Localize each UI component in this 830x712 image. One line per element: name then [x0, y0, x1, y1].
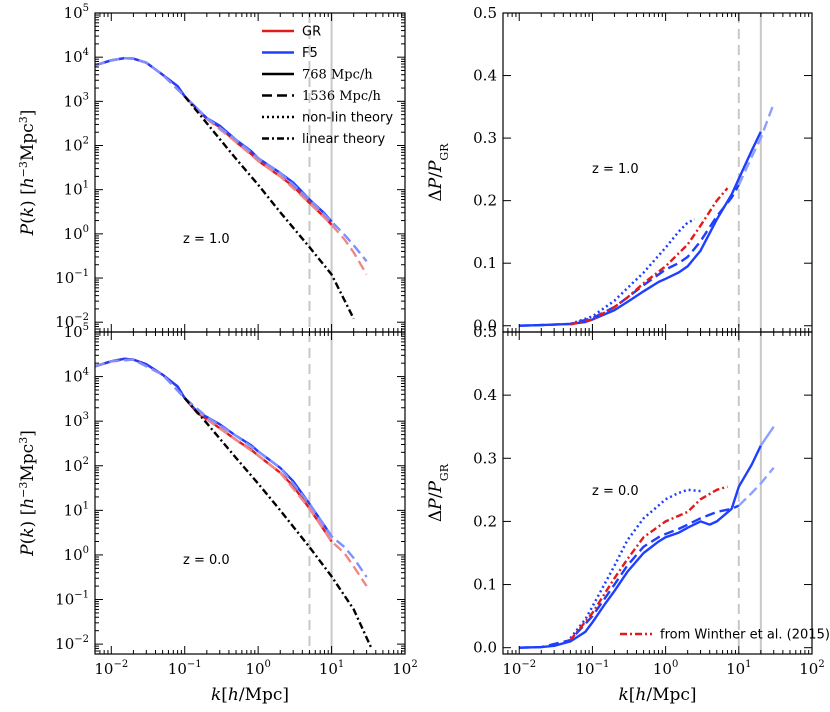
legend-label: from Winther et al. (2015): [660, 628, 830, 643]
x-tick-label: 102: [799, 659, 824, 678]
y-tick-label: 104: [64, 47, 89, 66]
axes-frame: [502, 331, 813, 655]
y-tick-label: 0.4: [473, 67, 497, 85]
y-tick-label: 0.2: [473, 192, 497, 210]
series-line-f5-768: [519, 131, 762, 327]
series-group: [519, 103, 775, 327]
series-line-f5-1536: [95, 358, 368, 578]
redshift-annotation: z = 1.0: [592, 162, 639, 177]
y-axis-label: P(k) [h−3Mpc3]: [17, 430, 39, 557]
series-line-gr: [95, 357, 333, 543]
x-axis-label: k[h/Mpc]: [618, 685, 696, 705]
legend-label: non-lin theory: [302, 111, 393, 126]
y-tick-label: 105: [64, 322, 89, 341]
series-group: [95, 357, 373, 649]
y-tick-label: 0.1: [473, 576, 497, 594]
y-axis-label: P(k) [h−3Mpc3]: [17, 110, 39, 237]
y-tick-label: 10−1: [55, 268, 89, 287]
x-tick-label: 100: [245, 659, 270, 678]
series-line-gr-1536: [95, 358, 368, 587]
redshift-annotation: z = 1.0: [183, 232, 230, 247]
x-tick-label: 10−2: [502, 659, 536, 678]
legend-label: 768 Mpc/h: [302, 68, 373, 83]
panel-top-right: 0.0 0.1 0.2 0.3 0.4 0.5 ΔP/PGR z = 1.0: [426, 4, 813, 335]
x-tick-label: 10−1: [168, 659, 202, 678]
y-tick-label: 0.5: [473, 323, 497, 341]
series-line-non-lin-theory: [569, 488, 701, 639]
panel-bottom-right: 10−2 10−1 100 101 102 0.0 0.1 0.2 0.3 0.4 0.5 ΔP/PG…: [426, 323, 825, 705]
y-tick-label: 0.0: [473, 639, 497, 657]
y-tick-label: 0.4: [473, 386, 497, 404]
legend-label: 1536 Mpc/h: [302, 89, 382, 104]
x-tick-label: 10−2: [94, 659, 128, 678]
series-line-f5: [95, 57, 333, 223]
y-tick-label: 101: [64, 180, 89, 199]
y-tick-label: 103: [64, 91, 89, 110]
y-tick-label: 0.1: [473, 254, 497, 272]
y-tick-label: 104: [64, 367, 89, 386]
y-axis-label: ΔP/PGR: [426, 463, 451, 522]
y-tick-label: 100: [64, 545, 89, 564]
x-axis-label: k[h/Mpc]: [211, 685, 289, 705]
x-tick-label: 102: [392, 659, 417, 678]
legend-label: F5: [302, 46, 318, 61]
legend-label: GR: [302, 25, 321, 40]
series-line-f5-768: [519, 445, 762, 649]
series-line-linear-theory: [183, 397, 373, 649]
series-line-linear-theory: [183, 95, 355, 320]
series-line-f5-1536: [519, 504, 740, 649]
redshift-annotation: z = 0.0: [592, 484, 639, 499]
y-tick-label: 0.0: [473, 317, 497, 335]
legend-label: linear theory: [302, 132, 386, 147]
y-tick-label: 10−2: [55, 312, 89, 331]
panel-top-left: 10−2 10−1 100 101 102 103 104 105 P(k) [h−3Mpc3]…: [17, 3, 406, 333]
y-tick-label: 101: [64, 500, 89, 519]
series-line-non-lin-theory: [569, 218, 696, 326]
y-tick-label: 100: [64, 224, 89, 243]
legend-right: from Winther et al. (2015): [620, 628, 830, 643]
x-tick-label: 101: [319, 659, 344, 678]
series-line-gr: [95, 57, 333, 226]
series-line-f5-768-extended: [759, 426, 775, 447]
y-tick-label: 10−1: [55, 590, 89, 609]
series-line-f5-1536: [519, 184, 740, 327]
y-tick-label: 102: [64, 456, 89, 475]
y-tick-label: 0.3: [473, 449, 497, 467]
panels: 10−2 10−1 100 101 102 103 104 105 P(k) [h−3Mpc3]…: [17, 3, 830, 705]
y-tick-label: 0.2: [473, 512, 497, 530]
redshift-annotation: z = 0.0: [183, 553, 230, 568]
y-tick-label: 102: [64, 136, 89, 155]
panel-bottom-left: 10−2 10−1 100 101 102 10−2 10−1 100 101 102 103 104…: [17, 322, 418, 705]
y-tick-label: 0.5: [473, 4, 497, 22]
axes-frame: [502, 12, 813, 333]
y-axis-label: ΔP/PGR: [426, 143, 451, 202]
axes-frame: [94, 331, 406, 655]
x-tick-label: 100: [653, 659, 678, 678]
series-line-f5-1536-extended: [737, 103, 775, 186]
y-tick-label: 105: [64, 3, 89, 22]
y-tick-label: 10−2: [55, 634, 89, 653]
x-tick-label: 10−1: [576, 659, 610, 678]
series-line-f5-1536: [95, 57, 368, 262]
series-group: [95, 57, 368, 320]
x-tick-label: 101: [726, 659, 751, 678]
legend-left: GR F5 768 Mpc/h 1536 Mpc/h non-lin theory lin…: [262, 25, 393, 147]
series-line-from-winther-et-al-2015-: [569, 485, 728, 641]
series-group: [519, 426, 775, 649]
series-line-f5-1536-extended: [737, 466, 775, 507]
y-tick-label: 103: [64, 411, 89, 430]
series-line-from-winther-et-al-2015-: [570, 187, 729, 326]
y-tick-label: 0.3: [473, 129, 497, 147]
series-line-f5: [95, 357, 333, 538]
